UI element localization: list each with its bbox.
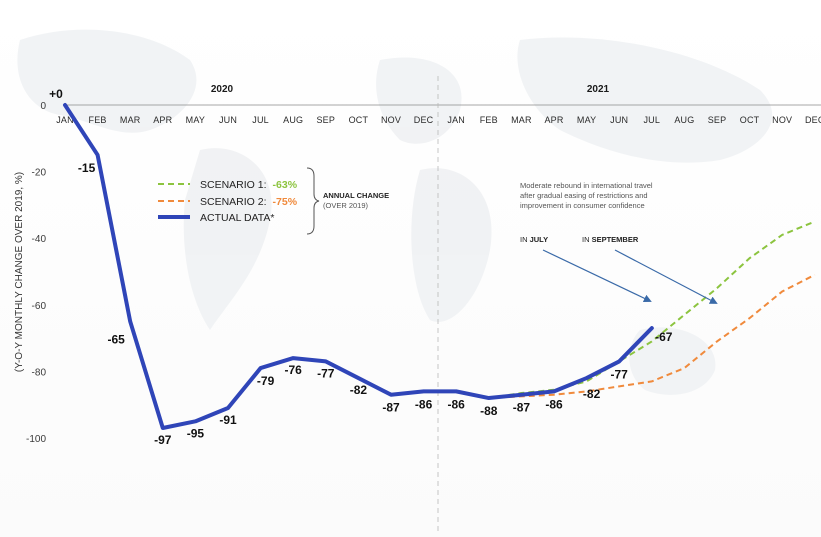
month-tick-label: SEP <box>708 115 727 125</box>
y-tick-labels: 0 -20 -40 -60 -80 -100 <box>26 101 46 445</box>
data-label: -79 <box>257 374 275 388</box>
month-tick-label: MAR <box>511 115 532 125</box>
legend: SCENARIO 1: -63% SCENARIO 2: -75% ACTUAL D… <box>158 167 389 235</box>
data-label: -95 <box>187 426 205 440</box>
in-september-bold: SEPTEMBER <box>592 235 639 244</box>
y-tick-label: -40 <box>32 234 47 245</box>
in-july-bold: JULY <box>530 235 548 244</box>
month-tick-label: JUN <box>610 115 628 125</box>
month-tick-label: AUG <box>674 115 694 125</box>
in-september-label: IN SEPTEMBER <box>582 235 639 244</box>
legend-scenario-2-name: SCENARIO 2: <box>200 196 267 208</box>
data-label: -88 <box>480 404 498 418</box>
legend-scenario-1-name: SCENARIO 1: <box>200 179 267 191</box>
month-tick-label: MAY <box>577 115 596 125</box>
month-tick-label: MAY <box>186 115 205 125</box>
annotation-line-3: improvement in consumer confidence <box>520 201 645 210</box>
month-tick-label: JUL <box>643 115 660 125</box>
in-july-arrow <box>542 249 652 303</box>
data-label: -86 <box>415 397 433 411</box>
data-label: -65 <box>108 332 126 346</box>
data-label: -87 <box>513 401 531 415</box>
month-tick-label: OCT <box>349 115 369 125</box>
data-label: +0 <box>49 87 63 101</box>
data-label: -82 <box>583 387 601 401</box>
y-axis-title: (Y-O-Y MONTHLY CHANGE OVER 2019, %) <box>14 172 25 372</box>
y-tick-label: -20 <box>32 168 47 179</box>
in-september-arrow <box>614 249 718 304</box>
month-tick-label: APR <box>153 115 172 125</box>
data-label: -86 <box>545 397 563 411</box>
month-tick-label: DEC <box>805 115 821 125</box>
month-tick-label: JAN <box>447 115 465 125</box>
month-tick-label: FEB <box>89 115 107 125</box>
month-tick-label: SEP <box>316 115 335 125</box>
month-tick-label: NOV <box>772 115 792 125</box>
y-tick-label: -100 <box>26 434 46 445</box>
data-label: -91 <box>219 413 237 427</box>
month-tick-label: DEC <box>414 115 434 125</box>
year-label-2020: 2020 <box>211 84 234 95</box>
actual-data-line <box>63 103 654 431</box>
annual-change-subtitle: (OVER 2019) <box>323 201 369 210</box>
annotation-line-2: after gradual easing of restrictions and <box>520 191 648 200</box>
y-tick-label: -80 <box>32 367 47 378</box>
month-tick-labels: JAN FEB MAR APR MAY JUN JUL AUG SEP OCT NOV DEC JAN F… <box>56 115 821 125</box>
legend-scenario-1-value: -63% <box>273 179 298 191</box>
annotation: Moderate rebound in international travel… <box>520 181 718 304</box>
data-label: -76 <box>285 363 303 377</box>
in-july-label: IN JULY <box>520 235 548 244</box>
month-tick-label: FEB <box>480 115 498 125</box>
data-label: -77 <box>317 366 335 380</box>
in-july-prefix: IN <box>520 235 530 244</box>
annual-change-title: ANNUAL CHANGE <box>323 191 389 200</box>
in-september-prefix: IN <box>582 235 592 244</box>
month-tick-label: JUL <box>252 115 269 125</box>
data-label: -77 <box>611 367 629 381</box>
month-tick-label: OCT <box>740 115 760 125</box>
legend-scenario-2-label: SCENARIO 2: -75% <box>200 196 298 208</box>
y-tick-label: -60 <box>32 301 47 312</box>
data-label: -86 <box>448 397 466 411</box>
month-tick-label: JAN <box>56 115 74 125</box>
annotation-line-1: Moderate rebound in international travel <box>520 181 653 190</box>
month-tick-label: MAR <box>120 115 141 125</box>
legend-brace <box>306 167 320 235</box>
legend-scenario-2-value: -75% <box>273 196 298 208</box>
month-tick-label: APR <box>544 115 563 125</box>
data-labels: +0 -15 -65 -97 -95 -91 -79 -76 -77 -82 -87 -86 -86 -8… <box>49 87 673 447</box>
month-tick-label: JUN <box>219 115 237 125</box>
y-tick-label: 0 <box>40 101 46 112</box>
year-label-2021: 2021 <box>587 84 610 95</box>
scenario-2-line <box>488 273 816 400</box>
data-label: -97 <box>154 433 172 447</box>
month-tick-label: NOV <box>381 115 401 125</box>
legend-scenario-1-label: SCENARIO 1: -63% <box>200 179 298 191</box>
month-tick-label: AUG <box>283 115 303 125</box>
data-label: -15 <box>78 161 96 175</box>
data-label: -82 <box>350 383 368 397</box>
world-map-background <box>17 29 773 395</box>
data-label: -67 <box>655 330 673 344</box>
legend-actual-label: ACTUAL DATA* <box>200 212 274 224</box>
data-label: -87 <box>382 401 400 415</box>
